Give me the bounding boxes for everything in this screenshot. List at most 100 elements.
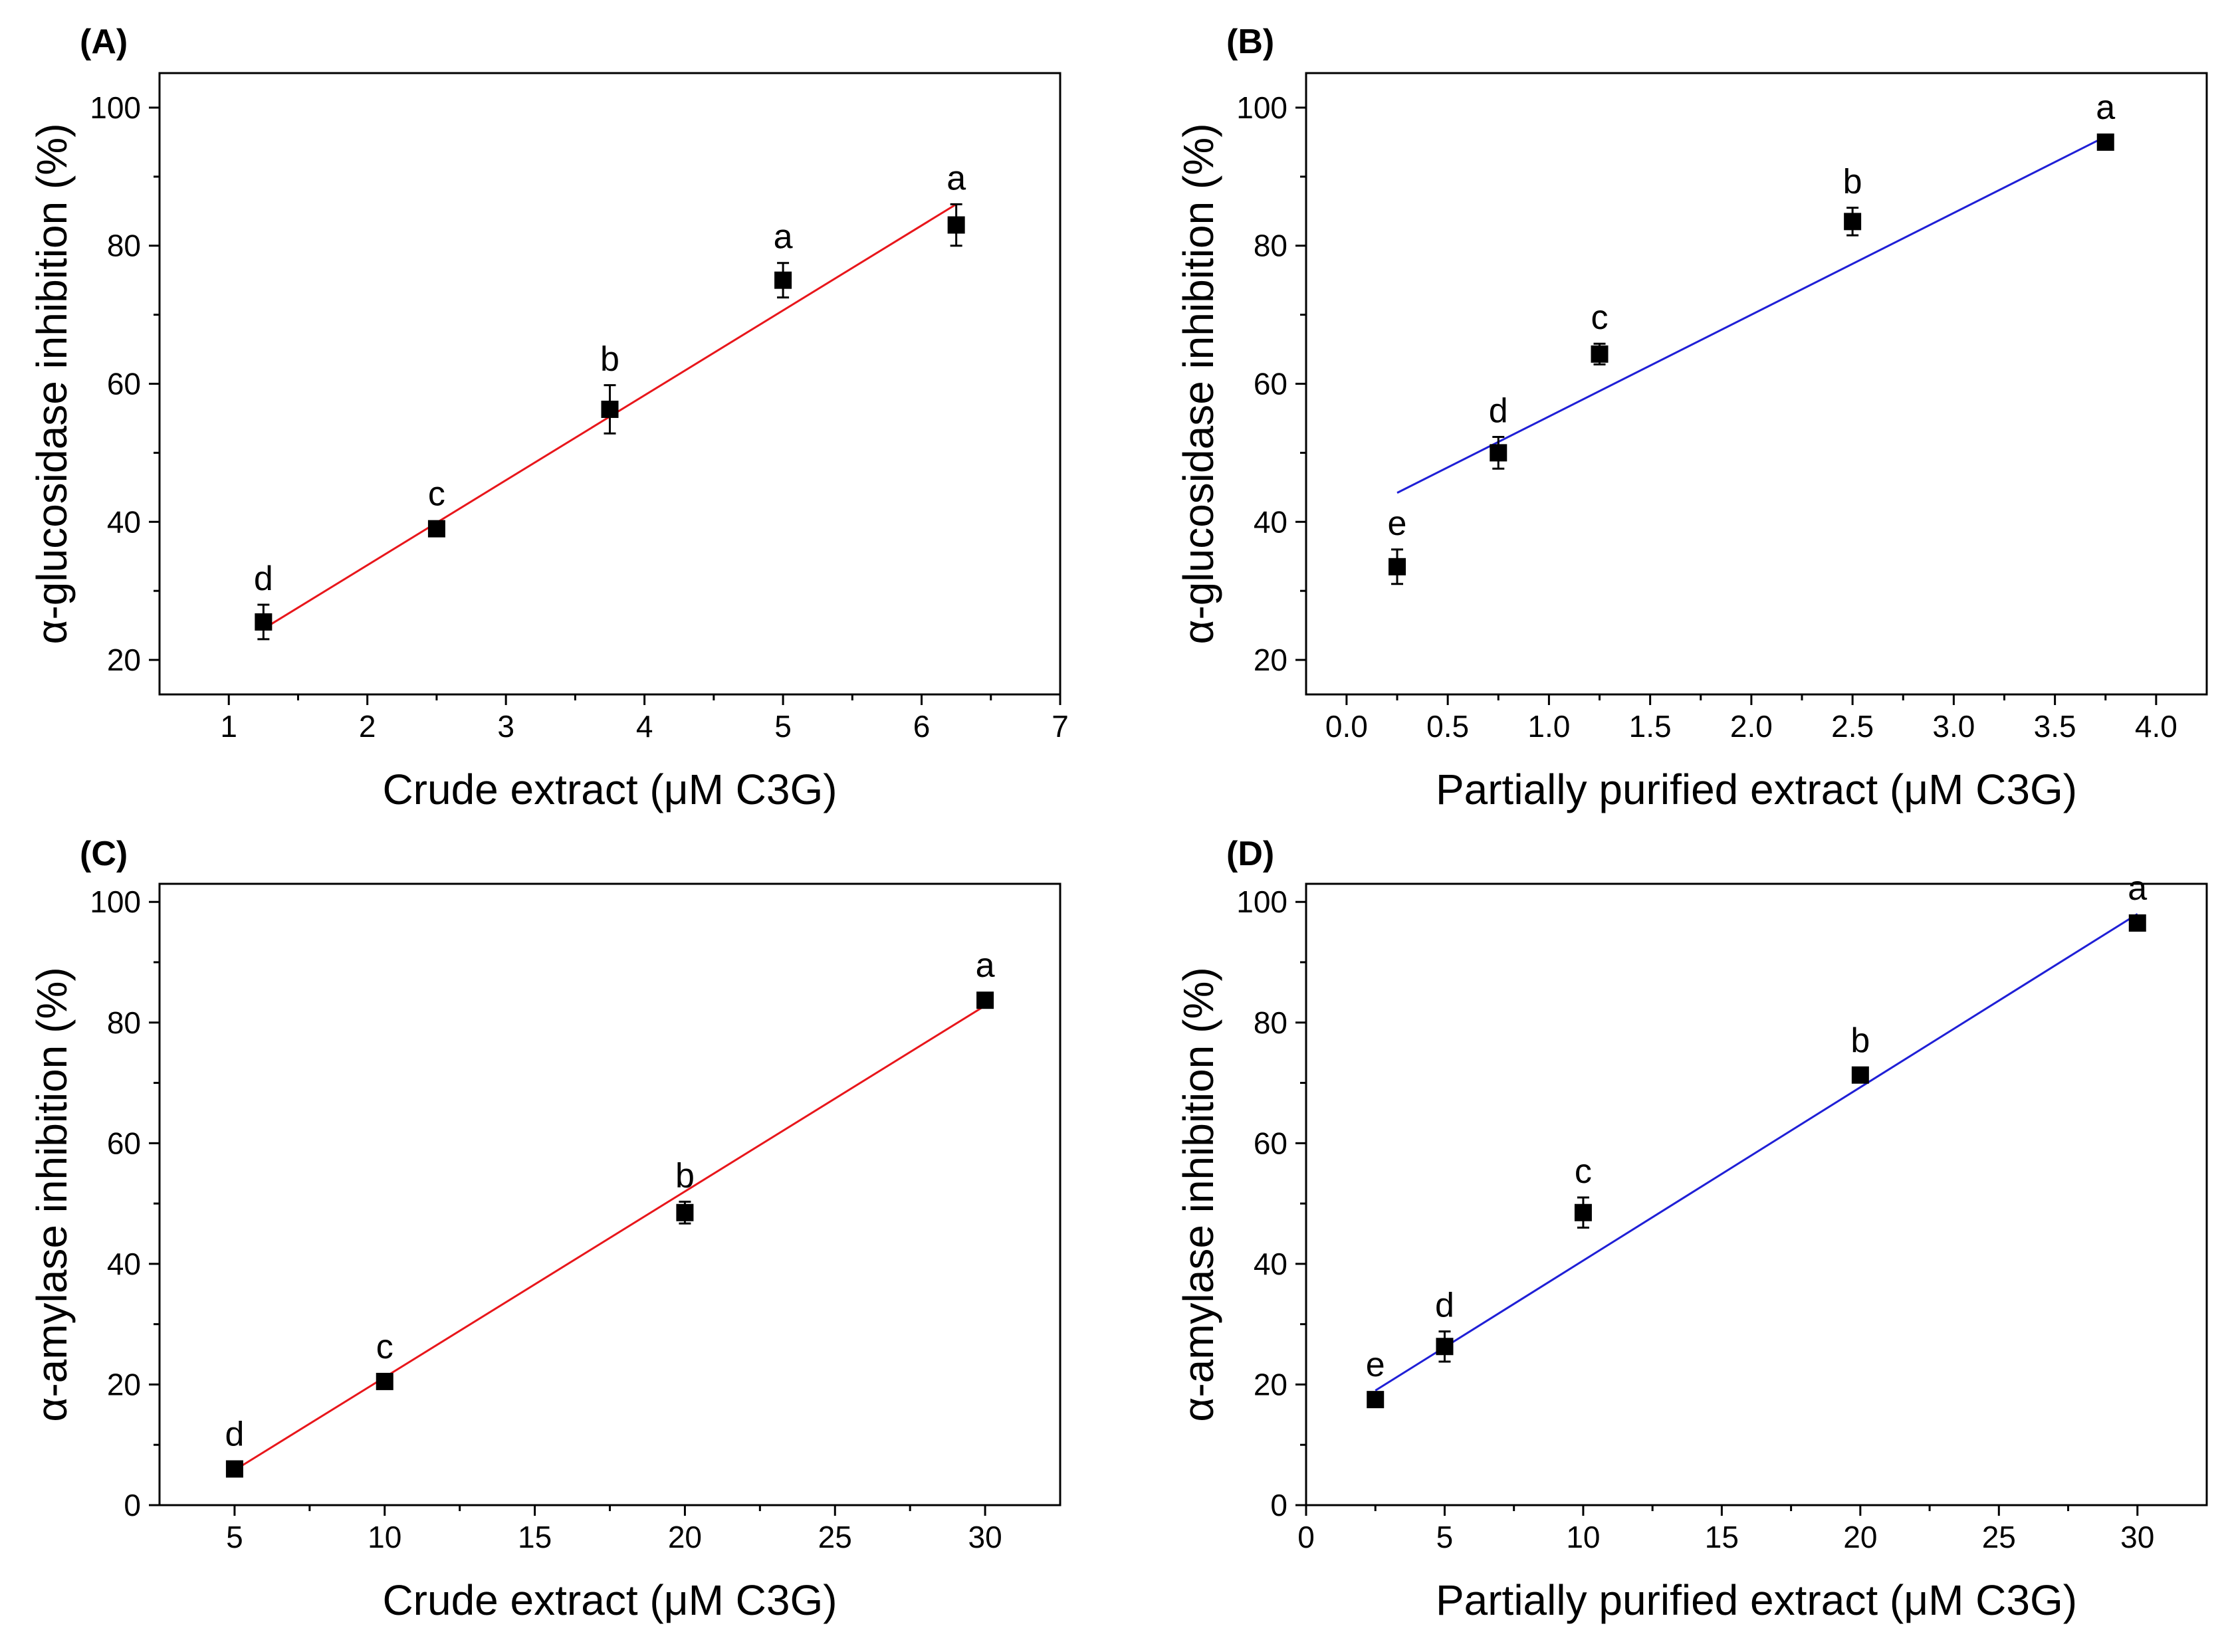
y-tick-label: 20 [107, 1367, 141, 1401]
significance-letter: a [946, 159, 966, 197]
y-tick-label: 40 [1254, 504, 1287, 539]
x-tick-label: 0 [1297, 1520, 1315, 1554]
data-point [601, 400, 619, 418]
significance-letter: d [1435, 1287, 1454, 1325]
y-tick-label: 20 [1254, 1367, 1287, 1401]
chart-panel: (C) 5 10 15 20 25 30 0 20 40 60 80 100 Crude extract … [28, 835, 1061, 1624]
y-axis-title: α-glucosidase inhibition (%) [1174, 123, 1222, 644]
significance-letter: a [2096, 88, 2115, 127]
y-tick-label: 100 [1236, 884, 1287, 919]
x-tick-label: 25 [1982, 1520, 2016, 1554]
significance-letter: b [1843, 163, 1862, 201]
y-tick-label: 0 [1270, 1488, 1287, 1522]
x-tick-label: 15 [1705, 1520, 1739, 1554]
x-axis-title: Partially purified extract (μM C3G) [1436, 1576, 2077, 1624]
x-axis-title: Partially purified extract (μM C3G) [1436, 766, 2077, 813]
x-tick-label: 5 [774, 709, 792, 744]
x-tick-label: 4 [636, 709, 653, 744]
data-point [2096, 133, 2114, 151]
y-tick-label: 0 [124, 1488, 141, 1522]
chart-panel: (B) 0.0 0.5 1.0 1.5 2.0 2.5 3.0 3.5 4.0 20 40 60 80 10… [1174, 23, 2208, 813]
plot-frame [158, 72, 1061, 696]
significance-letter: a [2128, 869, 2147, 908]
data-point [1367, 1391, 1385, 1409]
y-tick-label: 60 [107, 1126, 141, 1160]
significance-letter: c [376, 1328, 393, 1366]
x-tick-label: 1 [220, 709, 237, 744]
x-tick-label: 20 [668, 1520, 702, 1554]
panel-label: (A) [80, 23, 128, 61]
x-axis-title: Crude extract (μM C3G) [382, 1576, 837, 1624]
fit-line [1375, 913, 2138, 1392]
x-tick-label: 3.0 [1932, 709, 1975, 744]
fit-line [234, 1005, 986, 1471]
significance-letter: a [976, 946, 995, 985]
y-tick-label: 100 [90, 884, 141, 919]
significance-letter: c [428, 475, 445, 514]
data-point [255, 613, 273, 631]
x-tick-label: 30 [2120, 1520, 2154, 1554]
x-tick-label: 10 [368, 1520, 401, 1554]
chart-panel: (D) 0 5 10 15 20 25 30 0 20 40 60 80 100 Partially pur… [1174, 835, 2208, 1624]
data-point [1574, 1203, 1592, 1221]
data-point [1490, 444, 1507, 462]
significance-letter: e [1366, 1346, 1385, 1384]
significance-letter: e [1388, 504, 1407, 543]
x-tick-label: 0.0 [1325, 709, 1368, 744]
x-tick-label: 6 [913, 709, 931, 744]
y-tick-label: 100 [90, 90, 141, 125]
panel-label: (D) [1226, 835, 1274, 873]
y-tick-label: 60 [107, 367, 141, 401]
x-tick-label: 15 [518, 1520, 552, 1554]
data-point [1436, 1338, 1454, 1356]
significance-letter: c [1575, 1152, 1592, 1191]
y-tick-label: 80 [107, 1005, 141, 1040]
y-tick-label: 80 [107, 229, 141, 263]
y-tick-label: 100 [1236, 90, 1287, 125]
data-point [947, 216, 965, 234]
x-tick-label: 10 [1566, 1520, 1600, 1554]
fit-line [1396, 136, 2106, 494]
x-tick-label: 2.5 [1831, 709, 1874, 744]
x-tick-label: 3.5 [2034, 709, 2076, 744]
significance-letter: b [600, 340, 619, 379]
significance-letter: a [774, 218, 793, 257]
data-point [225, 1460, 243, 1478]
y-axis-title: α-glucosidase inhibition (%) [28, 123, 76, 644]
x-tick-label: 5 [226, 1520, 243, 1554]
x-tick-label: 2 [359, 709, 376, 744]
data-point [976, 991, 994, 1009]
significance-letter: b [1850, 1021, 1870, 1060]
data-point [676, 1203, 694, 1221]
chart-panel: (A) 1 2 3 4 5 6 7 20 40 60 80 100 Crude extract (μM C… [28, 23, 1069, 813]
data-point [1851, 1066, 1869, 1084]
x-tick-label: 5 [1436, 1520, 1454, 1554]
data-point [427, 520, 445, 538]
plot-frame [158, 882, 1061, 1506]
data-point [774, 271, 792, 289]
y-tick-label: 20 [107, 643, 141, 677]
y-tick-label: 40 [107, 1247, 141, 1281]
x-axis-title: Crude extract (μM C3G) [382, 766, 837, 813]
significance-letter: d [1489, 391, 1508, 430]
plot-frame [1305, 72, 2208, 696]
data-point [1591, 345, 1609, 363]
x-tick-label: 25 [818, 1520, 852, 1554]
x-tick-label: 7 [1052, 709, 1069, 744]
y-tick-label: 60 [1254, 1126, 1287, 1160]
y-axis-title: α-amylase inhibition (%) [1174, 967, 1222, 1421]
data-point [376, 1372, 393, 1390]
x-tick-label: 0.5 [1426, 709, 1469, 744]
data-point [1389, 558, 1406, 575]
x-tick-label: 20 [1843, 1520, 1877, 1554]
panel-label: (C) [80, 835, 128, 873]
y-tick-label: 40 [1254, 1247, 1287, 1281]
y-axis-title: α-amylase inhibition (%) [28, 967, 76, 1421]
x-tick-label: 3 [497, 709, 514, 744]
x-tick-label: 4.0 [2135, 709, 2177, 744]
plot-frame [1305, 882, 2208, 1506]
significance-letter: c [1591, 298, 1609, 337]
x-tick-label: 1.0 [1527, 709, 1570, 744]
y-tick-label: 80 [1254, 1005, 1287, 1040]
